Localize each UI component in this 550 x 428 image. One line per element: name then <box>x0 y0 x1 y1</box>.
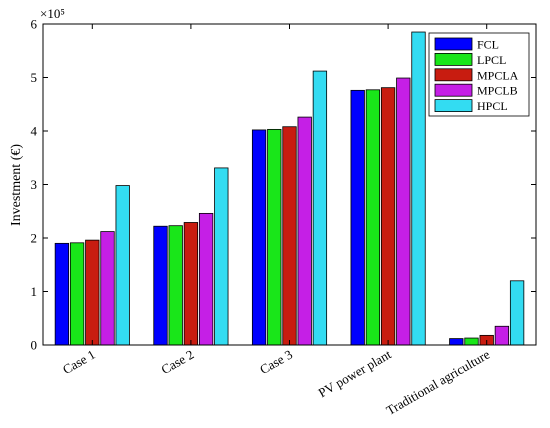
legend-swatch-mpcla <box>434 68 473 82</box>
bar-mpclb-4 <box>396 77 411 346</box>
bar-lpcl-2 <box>168 225 183 346</box>
y-tick-label: 6 <box>31 17 38 32</box>
x-tick-label: Case 1 <box>60 347 98 378</box>
x-tick-label: PV power plant <box>316 346 394 400</box>
bar-hpcl-4 <box>411 31 426 346</box>
bar-mpclb-3 <box>297 116 312 346</box>
y-tick-label: 1 <box>31 284 38 299</box>
bar-fcl-5 <box>449 338 464 346</box>
legend-label-lpcl: LPCL <box>477 53 506 67</box>
x-tick-label: Case 3 <box>257 347 295 378</box>
bar-fcl-4 <box>350 89 365 346</box>
bar-mpclb-2 <box>198 212 214 346</box>
y-tick-label: 3 <box>31 177 38 192</box>
legend-swatch-mpclb <box>434 83 473 97</box>
bar-hpcl-2 <box>214 167 229 346</box>
y-ticks: 0 1 2 3 4 5 6 <box>31 17 536 353</box>
legend-label-mpcla: MPCLA <box>477 68 519 82</box>
y-tick-label: 0 <box>31 338 38 353</box>
y-axis-label: Investment (€) <box>9 144 24 226</box>
bar-fcl-3 <box>251 129 267 346</box>
bar-hpcl-1 <box>115 185 130 346</box>
bar-lpcl-1 <box>69 242 85 346</box>
y-tick-label: 4 <box>31 124 38 139</box>
bar-hpcl-5 <box>509 280 525 346</box>
legend-label-fcl: FCL <box>477 38 499 52</box>
bar-mpcla-3 <box>282 126 297 346</box>
y-tick-label: 2 <box>31 231 38 246</box>
legend-swatch-lpcl <box>434 53 473 66</box>
y-tick-label: 5 <box>31 70 38 85</box>
x-tick-label: Traditional agriculture <box>383 346 492 418</box>
bar-fcl-2 <box>153 225 168 346</box>
bar-lpcl-3 <box>267 128 282 346</box>
bar-lpcl-4 <box>365 89 381 346</box>
bar-mpcla-2 <box>183 222 199 346</box>
bar-mpclb-1 <box>100 231 115 346</box>
bar-lpcl-5 <box>464 337 479 346</box>
legend-swatch-hpcl <box>434 99 473 112</box>
x-tick-label: Case 2 <box>159 347 197 378</box>
bars-layer <box>54 31 525 346</box>
legend-swatch-fcl <box>434 37 473 51</box>
bar-mpcla-4 <box>380 87 396 346</box>
legend-label-hpcl: HPCL <box>477 99 508 113</box>
bar-mpcla-1 <box>85 239 100 346</box>
legend-label-mpclb: MPCLB <box>477 84 518 98</box>
y-exponent-label: ×10⁵ <box>40 6 65 21</box>
bar-mpclb-5 <box>494 325 510 346</box>
bar-fcl-1 <box>54 242 70 346</box>
bar-hpcl-3 <box>312 70 328 346</box>
